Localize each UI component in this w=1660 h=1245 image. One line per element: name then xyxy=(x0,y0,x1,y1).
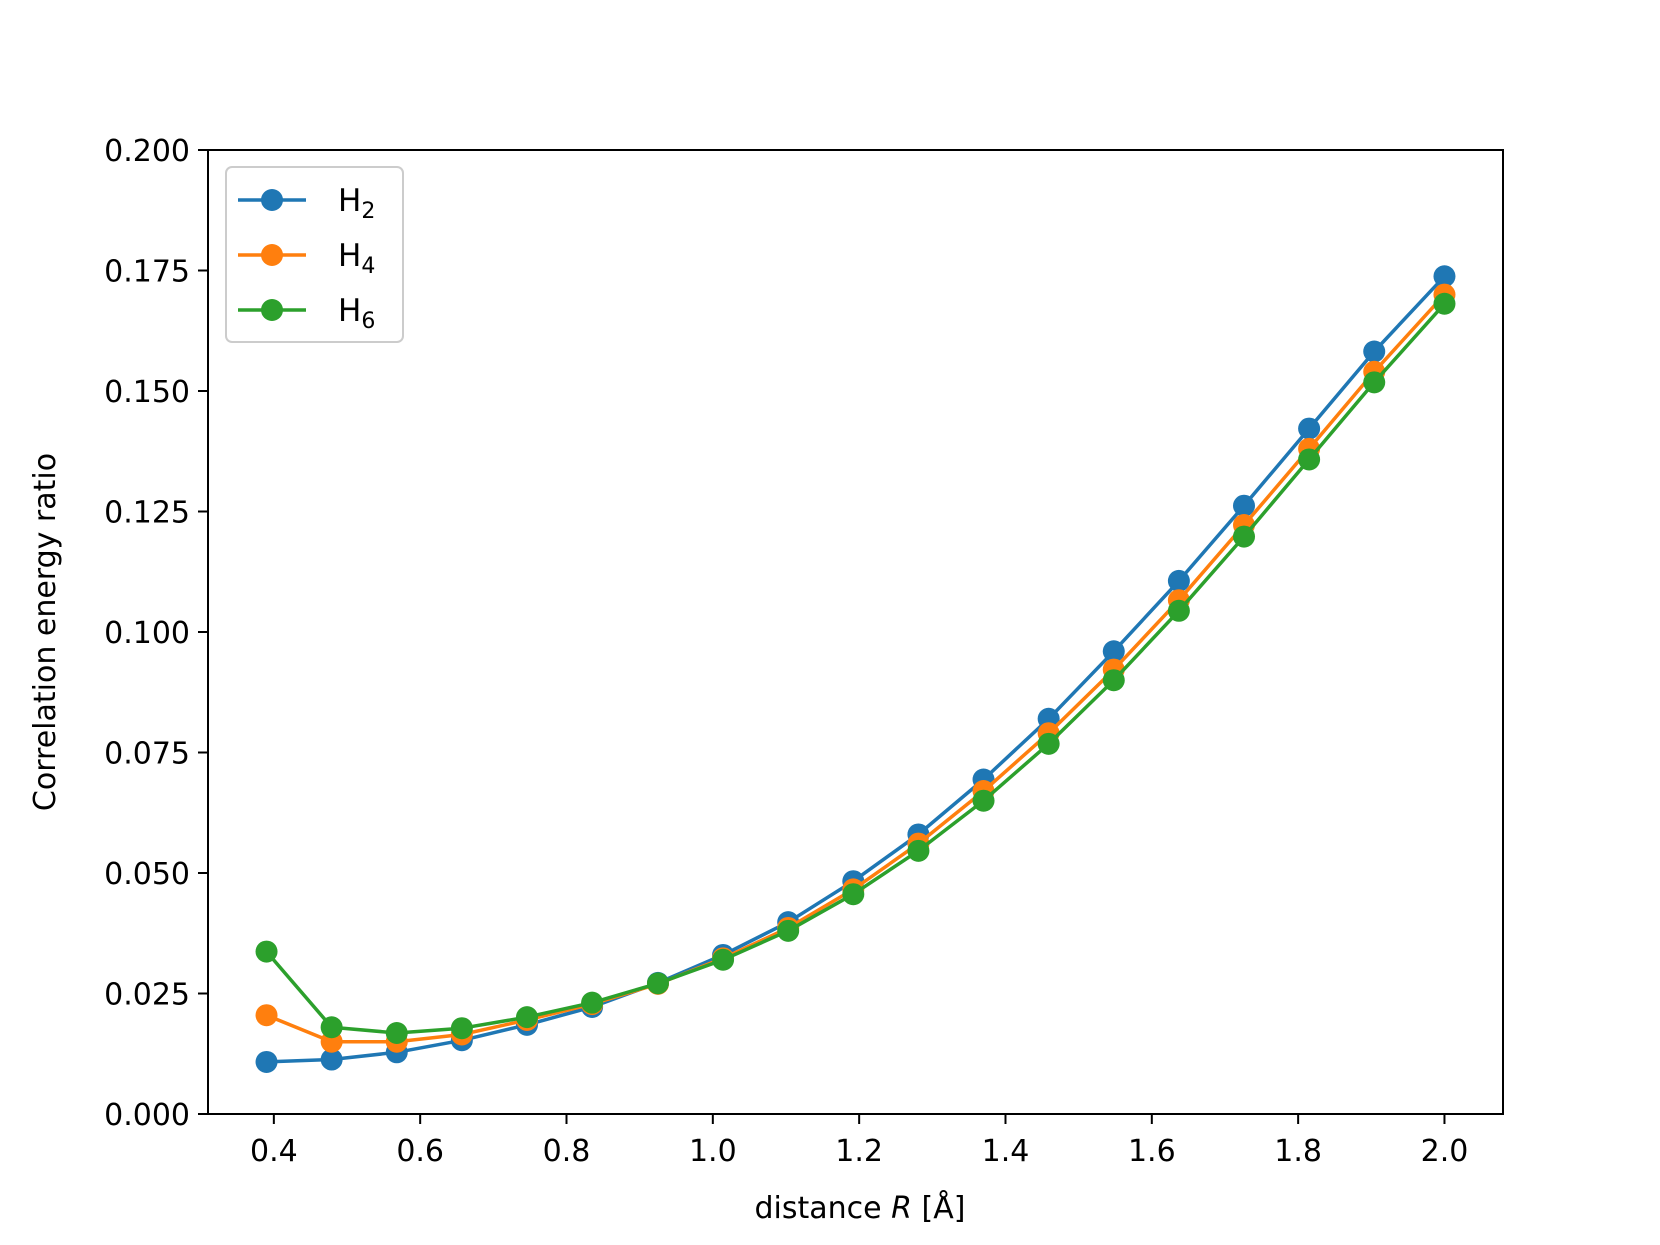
series-h4 xyxy=(255,283,1456,1053)
data-point xyxy=(255,1050,278,1073)
data-point xyxy=(1433,292,1456,315)
x-tick-label: 1.0 xyxy=(689,1134,737,1169)
y-tick-label: 0.150 xyxy=(104,375,190,410)
data-point xyxy=(777,919,800,942)
data-point xyxy=(255,940,278,963)
legend-item-h2: H2 xyxy=(238,183,375,224)
x-tick-label: 0.4 xyxy=(250,1134,298,1169)
data-point xyxy=(1363,340,1386,363)
x-tick-label: 1.2 xyxy=(835,1134,883,1169)
x-axis-label: distance R [Å] xyxy=(755,1190,966,1226)
y-tick-label: 0.050 xyxy=(104,857,190,892)
y-tick-label: 0.100 xyxy=(104,616,190,651)
series-layer xyxy=(255,265,1456,1073)
x-tick-label: 2.0 xyxy=(1421,1134,1469,1169)
legend-label-base: H xyxy=(338,238,361,274)
data-point xyxy=(1167,599,1190,622)
data-point xyxy=(1233,525,1255,548)
series-line xyxy=(266,275,1446,1064)
data-point xyxy=(907,839,930,862)
data-point xyxy=(255,1004,278,1027)
x-axis-ticks: 0.4 0.6 0.8 1.0 1.2 1.4 1.6 1.8 2.0 xyxy=(250,1114,1468,1169)
data-point xyxy=(450,1017,473,1040)
data-point xyxy=(1433,265,1456,288)
legend-item-h6: H6 xyxy=(238,293,375,334)
x-tick-label: 0.6 xyxy=(396,1134,444,1169)
y-tick-label: 0.000 xyxy=(104,1098,190,1133)
y-tick-label: 0.125 xyxy=(104,496,190,531)
y-axis-label: Correlation energy ratio xyxy=(28,453,63,811)
legend-label: H6 xyxy=(338,293,375,334)
data-point xyxy=(1233,494,1255,517)
data-point xyxy=(320,1048,343,1071)
data-point xyxy=(842,883,865,906)
y-tick-label: 0.025 xyxy=(104,978,190,1013)
data-point xyxy=(972,789,995,812)
legend-marker xyxy=(261,189,283,211)
y-tick-label: 0.175 xyxy=(104,255,190,290)
series-h2 xyxy=(255,265,1456,1073)
legend-label-subscript: 4 xyxy=(361,254,375,279)
y-axis-ticks: 0.000 0.025 0.050 0.075 0.100 0.125 0.150 0.175… xyxy=(104,134,208,1133)
data-point xyxy=(646,972,669,995)
x-axis-label-prefix: distance xyxy=(755,1191,892,1226)
legend-marker xyxy=(261,299,283,321)
data-point xyxy=(581,991,604,1014)
data-point xyxy=(712,948,735,971)
x-tick-label: 1.8 xyxy=(1274,1134,1322,1169)
x-axis-label-unit: [Å] xyxy=(912,1190,965,1226)
data-point xyxy=(1298,448,1321,471)
legend-marker xyxy=(261,244,283,266)
legend-label: H2 xyxy=(338,183,375,224)
x-tick-label: 0.8 xyxy=(543,1134,591,1169)
data-point xyxy=(515,1006,538,1029)
data-point xyxy=(1102,640,1125,663)
data-point xyxy=(1363,371,1386,394)
y-tick-label: 0.075 xyxy=(104,737,190,772)
x-tick-label: 1.6 xyxy=(1128,1134,1176,1169)
x-tick-label: 1.4 xyxy=(982,1134,1030,1169)
data-point xyxy=(1037,732,1060,755)
series-h6 xyxy=(255,292,1456,1045)
data-point xyxy=(385,1022,408,1045)
legend-label-subscript: 6 xyxy=(361,309,375,334)
plot-frame xyxy=(207,149,1504,1115)
legend-label: H4 xyxy=(338,238,375,279)
legend-item-h4: H4 xyxy=(238,238,375,279)
x-axis-label-variable: R xyxy=(891,1191,912,1226)
legend-label-subscript: 2 xyxy=(361,199,375,224)
data-point xyxy=(1167,569,1190,592)
data-point xyxy=(1298,417,1321,440)
legend-label-base: H xyxy=(338,293,361,329)
series-line xyxy=(265,302,1446,1035)
data-point xyxy=(1102,669,1125,692)
legend-label-base: H xyxy=(338,183,361,219)
data-point xyxy=(320,1016,343,1039)
series-line xyxy=(265,293,1446,1044)
y-tick-label: 0.200 xyxy=(104,134,190,169)
